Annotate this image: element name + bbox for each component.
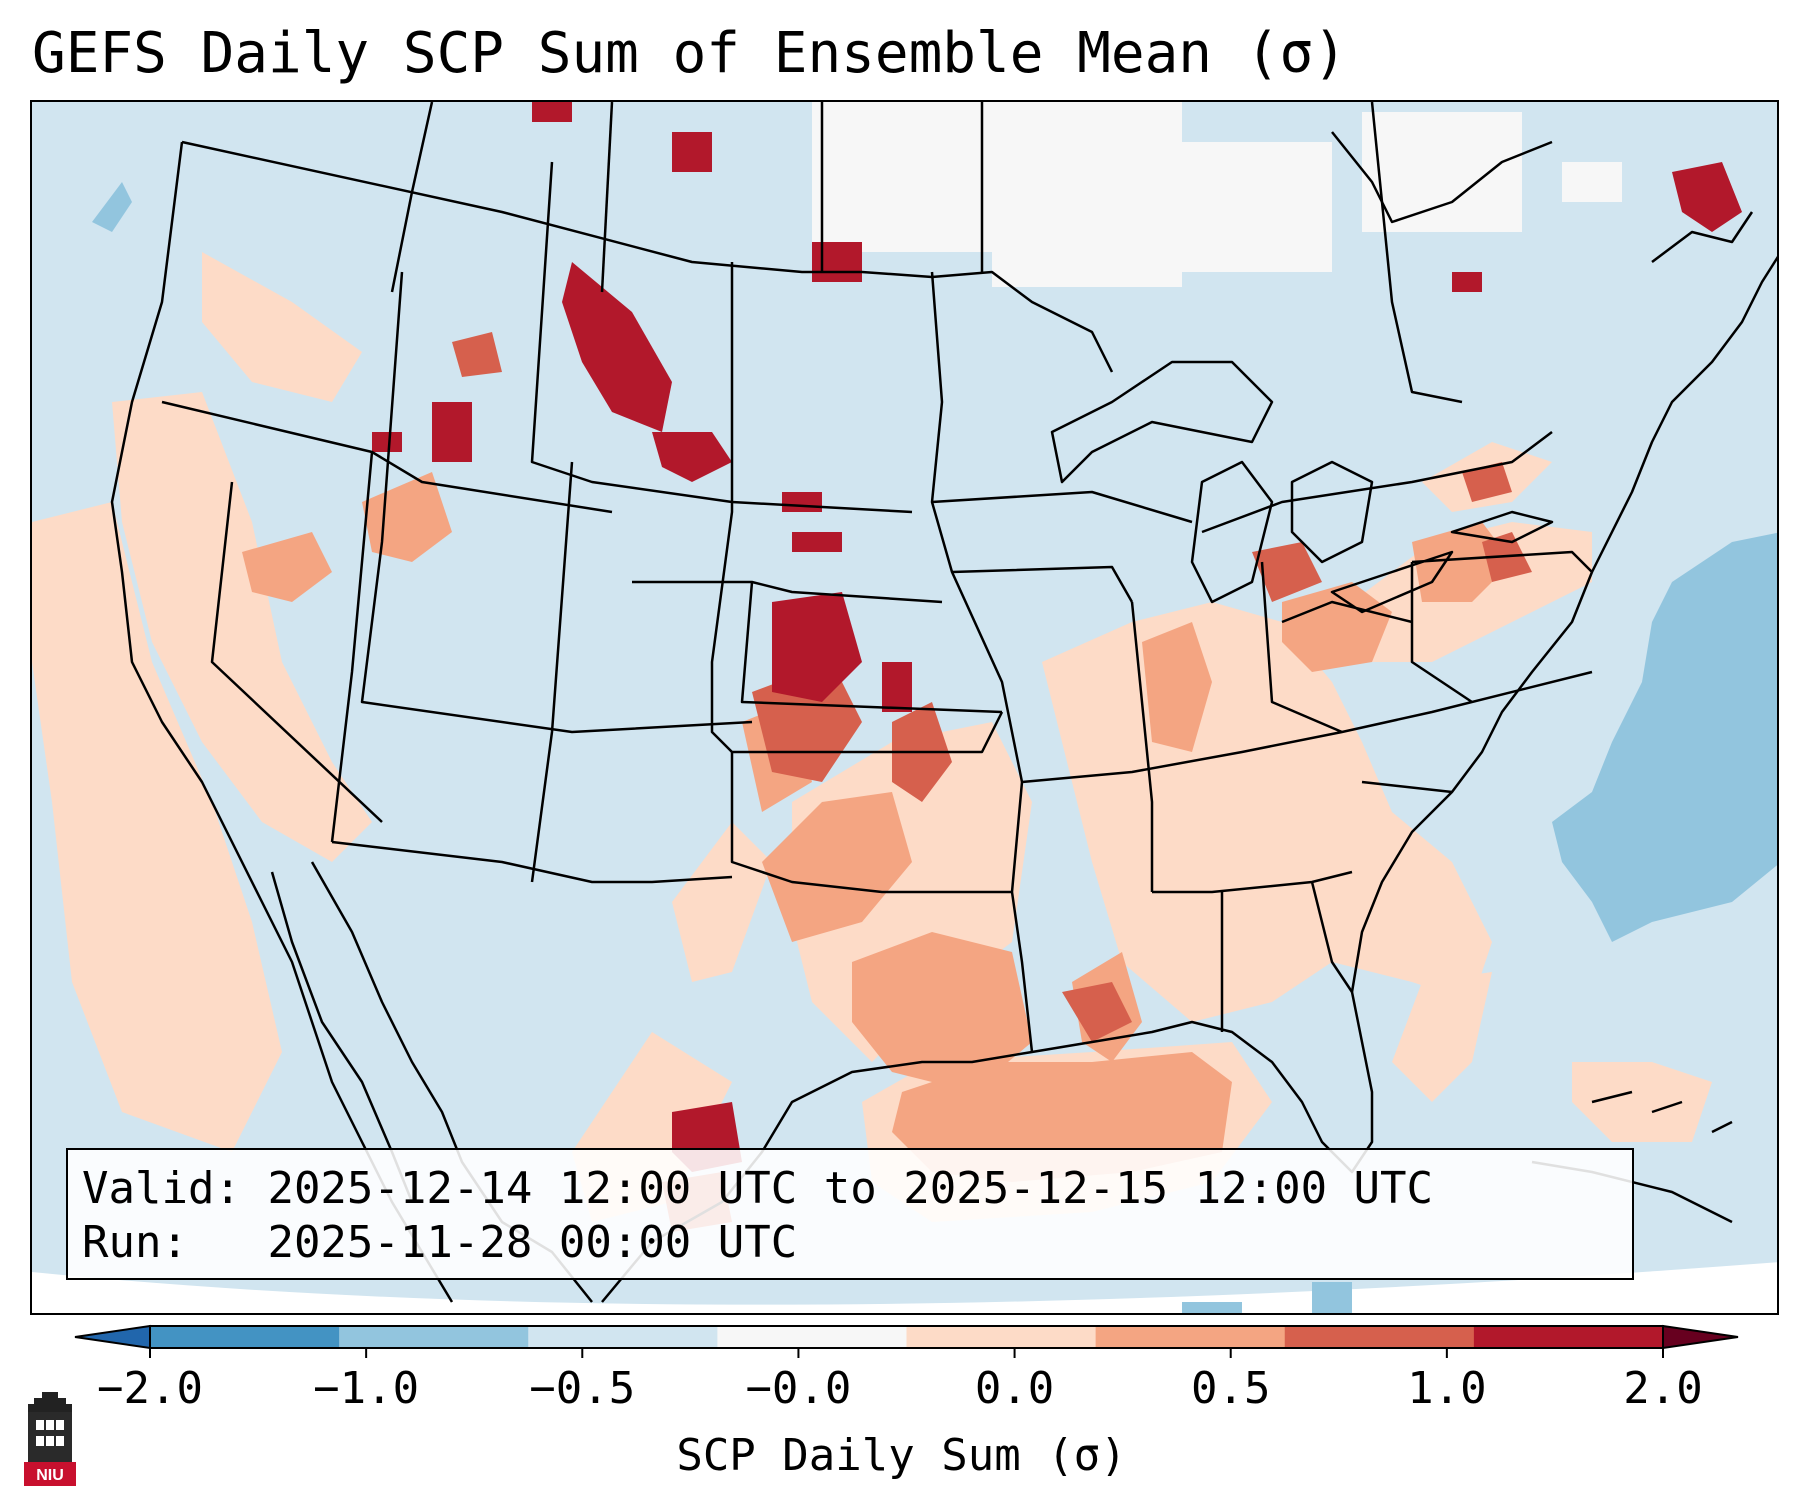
niu-logo-text: NIU (36, 1467, 64, 1484)
province-line-2 (600, 102, 614, 293)
state-line-10 (740, 581, 1003, 714)
state-line-7 (530, 461, 574, 883)
atlantic-coast (1350, 255, 1777, 993)
colorbar-segment (1284, 1326, 1475, 1348)
state-line-1 (161, 400, 613, 514)
colorbar-segment (906, 1326, 1097, 1348)
state-line-23 (1411, 550, 1593, 573)
colorbar (74, 1324, 1739, 1358)
state-line-21 (1260, 561, 1343, 734)
state-line-2 (210, 481, 383, 823)
state-line-11 (730, 752, 1012, 894)
state-line-18 (1152, 870, 1353, 894)
colorbar-extend-high (1662, 1324, 1739, 1350)
hudson-coast (1331, 131, 1553, 224)
state-line-22 (1410, 562, 1473, 704)
run-value: 2025-11-28 00:00 UTC (267, 1217, 798, 1268)
state-line-24 (1361, 780, 1453, 794)
colorbar-label: SCP Daily Sum (σ) (676, 1430, 1127, 1481)
state-line-8 (710, 262, 1004, 754)
plot-title: GEFS Daily SCP Sum of Ensemble Mean (σ) (32, 21, 1347, 86)
province-line-1 (390, 102, 434, 293)
state-line-5 (360, 271, 753, 734)
state-line-17 (1130, 601, 1154, 892)
colorbar-tick-label: −2.0 (97, 1363, 203, 1414)
map-panel (30, 100, 1779, 1315)
colorbar-tick-label: 0.0 (974, 1363, 1055, 1414)
state-line-9 (632, 580, 943, 604)
valid-run-info-box: Valid: 2025-12-14 12:00 UTC to 2025-12-1… (66, 1148, 1634, 1280)
state-line-25 (1281, 600, 1413, 624)
scp-negative (92, 182, 1777, 1313)
colorbar-segment (528, 1326, 718, 1348)
colorbar-tick-label: −0.5 (529, 1363, 636, 1414)
niu-logo: NIU (24, 1392, 76, 1486)
colorbar-segment (1473, 1326, 1664, 1348)
colorbar-outline (149, 1325, 1664, 1349)
us-canada-border (181, 140, 1114, 373)
state-line-6 (530, 161, 913, 514)
state-line-20 (1310, 881, 1354, 993)
state-line-16 (1021, 670, 1593, 784)
colorbar-segment (1095, 1326, 1286, 1348)
colorbar-tick-label: −0.0 (745, 1363, 852, 1414)
state-line-15 (1010, 891, 1034, 1053)
lake-ontario (1450, 510, 1554, 544)
state-line-3 (330, 451, 374, 843)
colorbar-segment (339, 1326, 529, 1348)
state-line-13 (931, 490, 1193, 524)
run-label: Run: (82, 1217, 188, 1268)
colorbar-tick-label: −1.0 (313, 1363, 420, 1414)
colorbar-extend-low (74, 1324, 151, 1350)
colorbar-tick-label: 2.0 (1623, 1363, 1703, 1414)
lake-superior (1050, 360, 1274, 484)
state-line-4 (331, 840, 733, 884)
valid-value: 2025-12-14 12:00 UTC to 2025-12-15 12:00… (267, 1163, 1434, 1214)
valid-label: Valid: (82, 1163, 241, 1214)
lake-erie (1330, 550, 1454, 614)
near-zero-patches (812, 102, 1622, 287)
colorbar-segment (717, 1326, 907, 1348)
colorbar-segment (150, 1326, 340, 1348)
map-canvas (32, 102, 1777, 1313)
colorbar-tick-label: 1.0 (1407, 1363, 1487, 1414)
colorbar-tick-label: 0.5 (1190, 1363, 1271, 1414)
lake-huron (1290, 460, 1374, 564)
state-line-26 (1201, 431, 1553, 534)
bahamas (1591, 1090, 1733, 1134)
st-lawrence (1651, 211, 1754, 263)
state-line-14 (951, 565, 1134, 603)
lake-michigan (1190, 460, 1274, 604)
